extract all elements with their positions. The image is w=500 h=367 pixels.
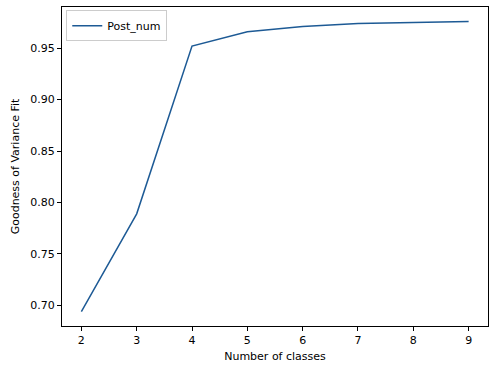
svg-text:0.80: 0.80: [30, 196, 55, 209]
svg-text:0.90: 0.90: [30, 93, 55, 106]
svg-text:0.70: 0.70: [30, 299, 55, 312]
svg-text:Goodness of Variance Fit: Goodness of Variance Fit: [9, 98, 22, 234]
svg-text:0.75: 0.75: [30, 248, 55, 261]
svg-text:0.85: 0.85: [30, 145, 55, 158]
svg-text:3: 3: [133, 334, 140, 347]
svg-text:Post_num: Post_num: [107, 20, 160, 33]
svg-text:6: 6: [299, 334, 306, 347]
svg-text:7: 7: [354, 334, 361, 347]
svg-text:5: 5: [244, 334, 251, 347]
svg-text:2: 2: [78, 334, 85, 347]
svg-text:Number of classes: Number of classes: [224, 350, 326, 363]
svg-text:0.95: 0.95: [30, 42, 55, 55]
svg-text:9: 9: [465, 334, 472, 347]
svg-text:8: 8: [410, 334, 417, 347]
svg-text:4: 4: [189, 334, 196, 347]
